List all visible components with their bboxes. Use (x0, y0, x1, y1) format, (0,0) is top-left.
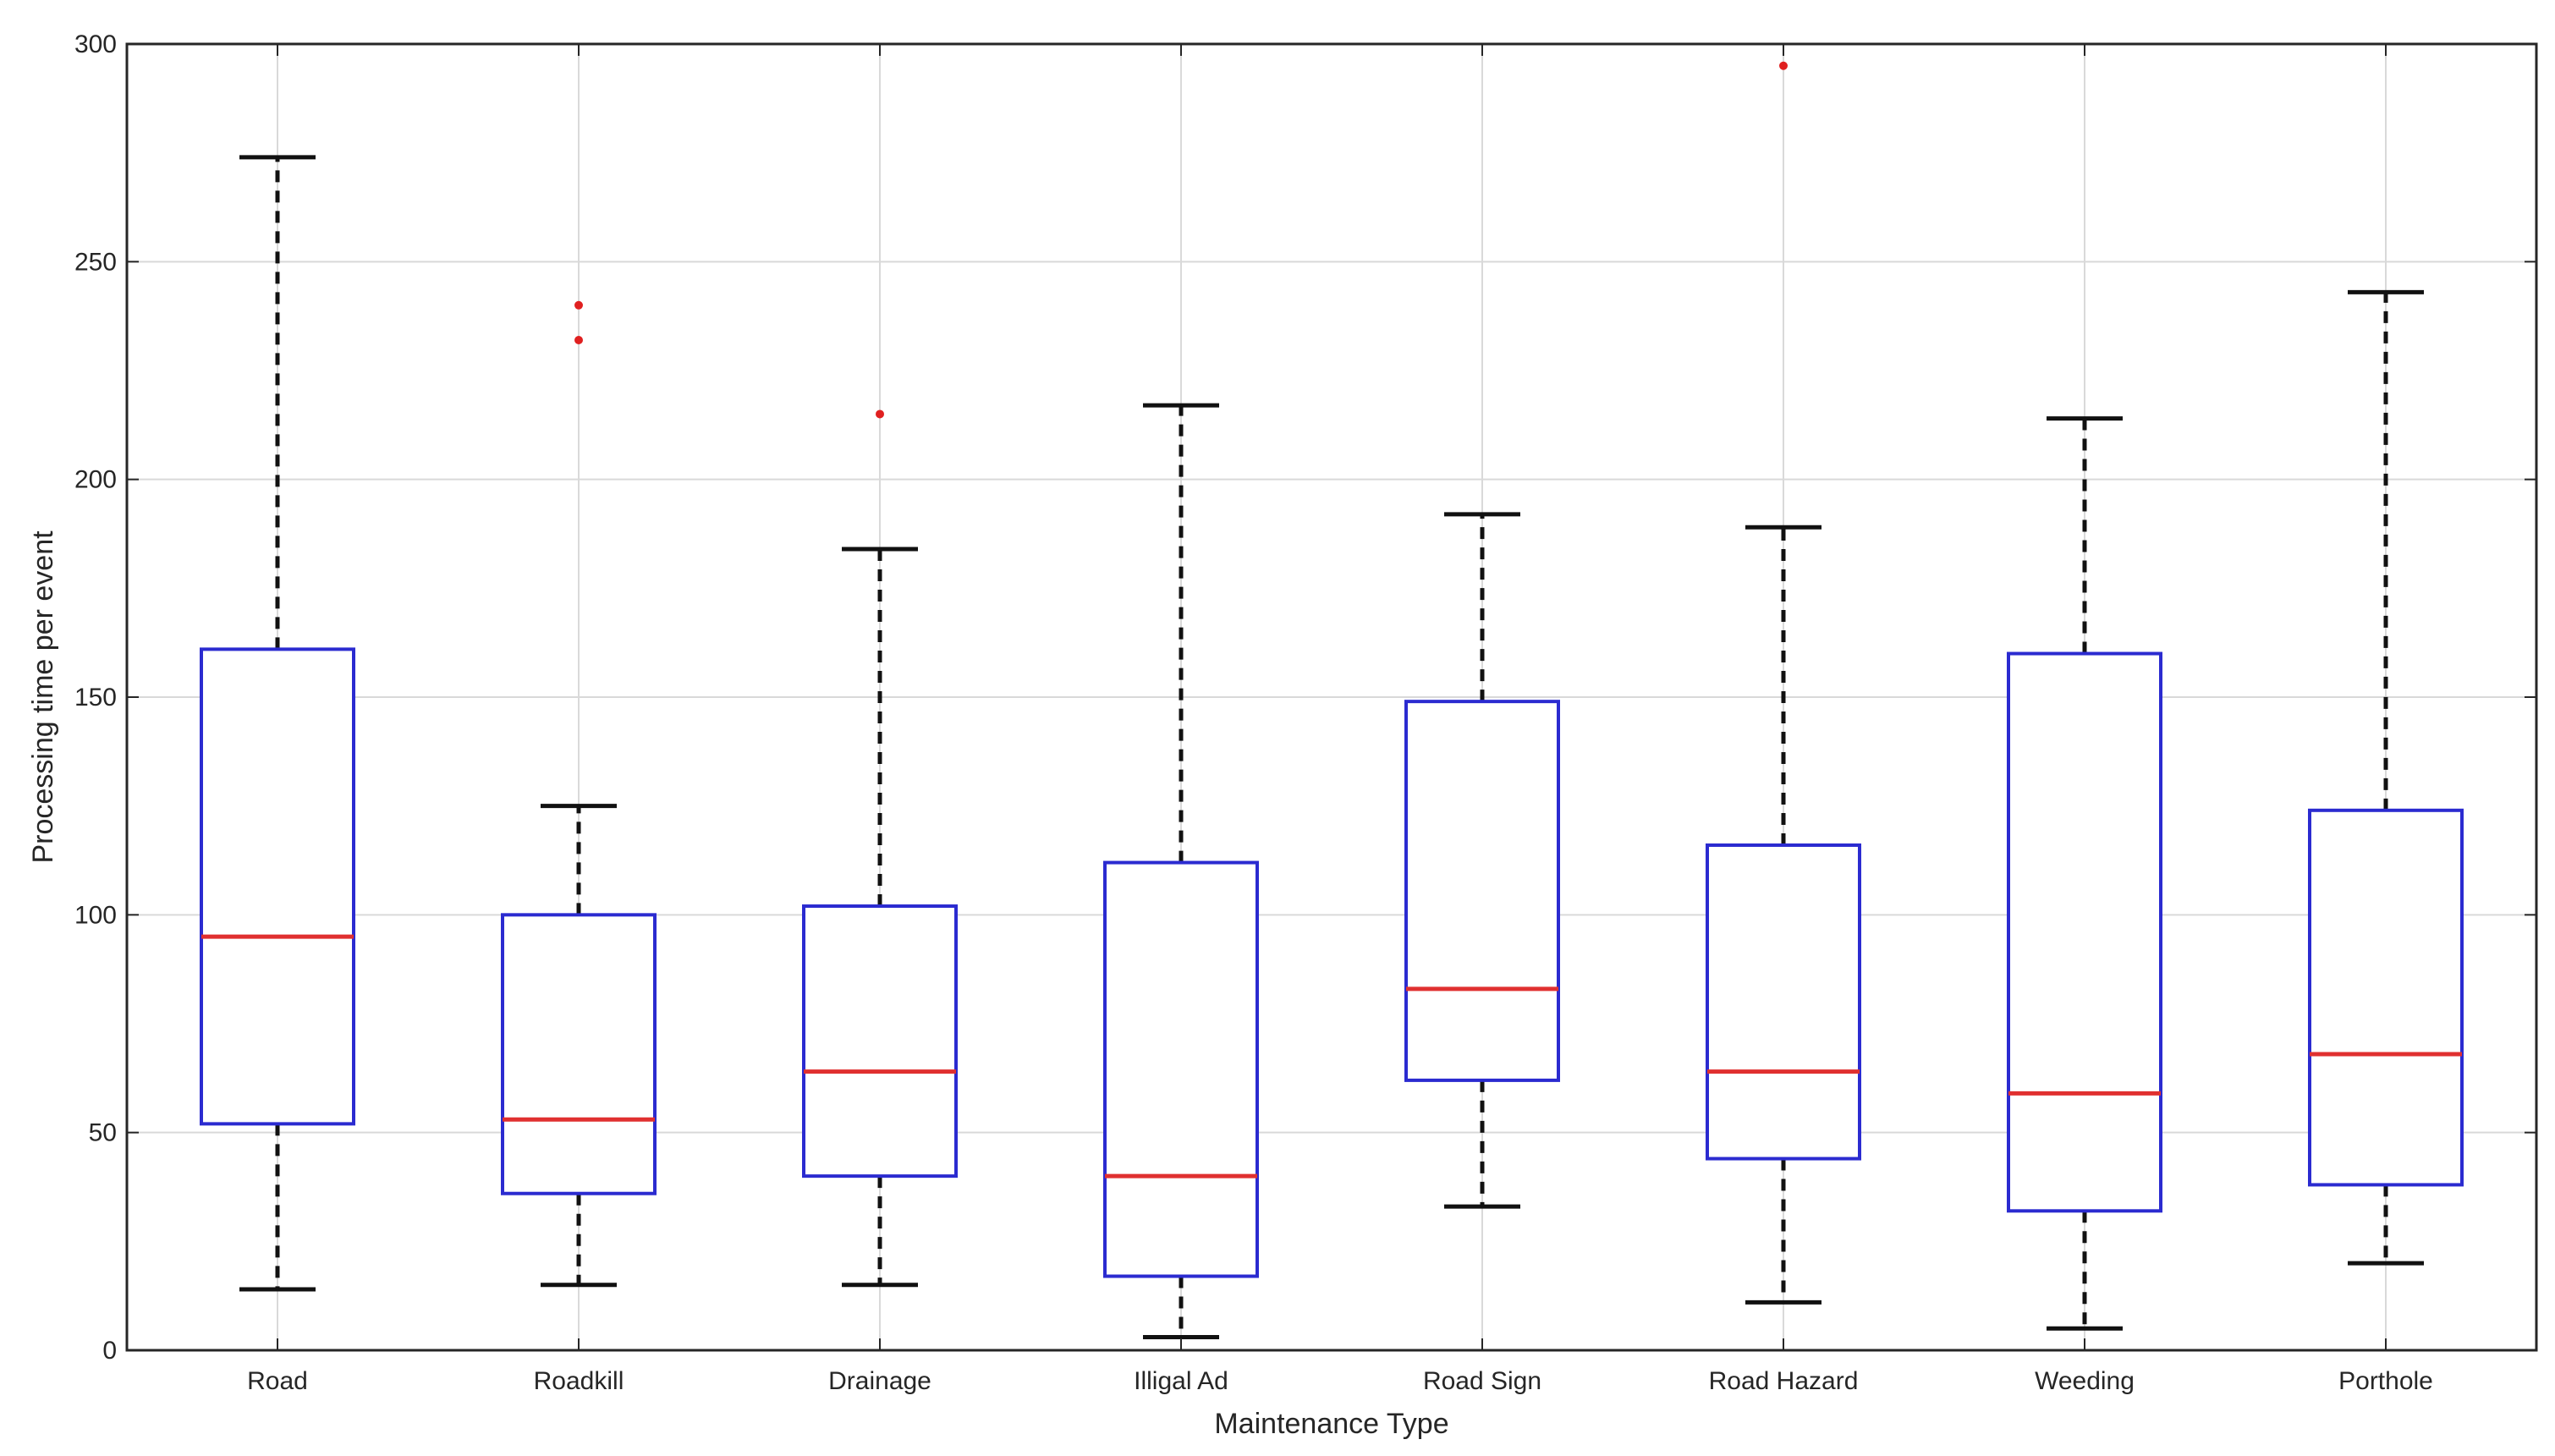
y-tick-label: 250 (74, 248, 117, 276)
outlier-point (876, 409, 884, 419)
y-tick-label: 200 (74, 466, 117, 494)
x-tick-label: Porthole (2338, 1367, 2433, 1395)
iqr-box (1103, 860, 1259, 1278)
outlier-point (574, 335, 583, 344)
box-group (200, 155, 355, 1292)
iqr-box (2308, 808, 2464, 1187)
iqr-box (1404, 700, 1560, 1082)
iqr-box (200, 647, 355, 1126)
y-tick-label: 100 (74, 901, 117, 929)
outlier-point (574, 300, 583, 310)
y-tick-label: 300 (74, 30, 117, 58)
y-axis-label: Processing time per event (27, 530, 59, 864)
y-tick-label: 0 (102, 1337, 117, 1365)
y-tick-label: 50 (89, 1119, 117, 1147)
box-group (1404, 512, 1560, 1209)
x-tick-label: Road (247, 1367, 308, 1395)
y-tick-label: 150 (74, 684, 117, 712)
tick-layer: 0 50 100 150 200 250 300 Road Roadkill Drainage Il… (74, 30, 2536, 1395)
iqr-box (2007, 651, 2162, 1213)
x-tick-label: Weeding (2035, 1367, 2135, 1395)
box-group (2308, 289, 2464, 1266)
x-tick-label: Road Sign (1423, 1367, 1541, 1395)
outlier-point (1779, 61, 1788, 70)
box-group (1103, 403, 1259, 1340)
iqr-box (501, 913, 657, 1195)
box-group (501, 300, 657, 1288)
x-tick-label: Drainage (828, 1367, 931, 1395)
x-tick-label: Road Hazard (1709, 1367, 1859, 1395)
iqr-box (1706, 843, 1861, 1161)
box-group (802, 409, 958, 1288)
x-tick-label: Roadkill (534, 1367, 624, 1395)
iqr-box (802, 904, 958, 1179)
box-layer (200, 61, 2464, 1340)
x-tick-label: Illigal Ad (1134, 1367, 1228, 1395)
x-axis-label: Maintenance Type (1214, 1408, 1448, 1440)
box-group (2007, 416, 2162, 1331)
box-group (1706, 61, 1861, 1305)
grid-layer (127, 43, 2536, 1351)
